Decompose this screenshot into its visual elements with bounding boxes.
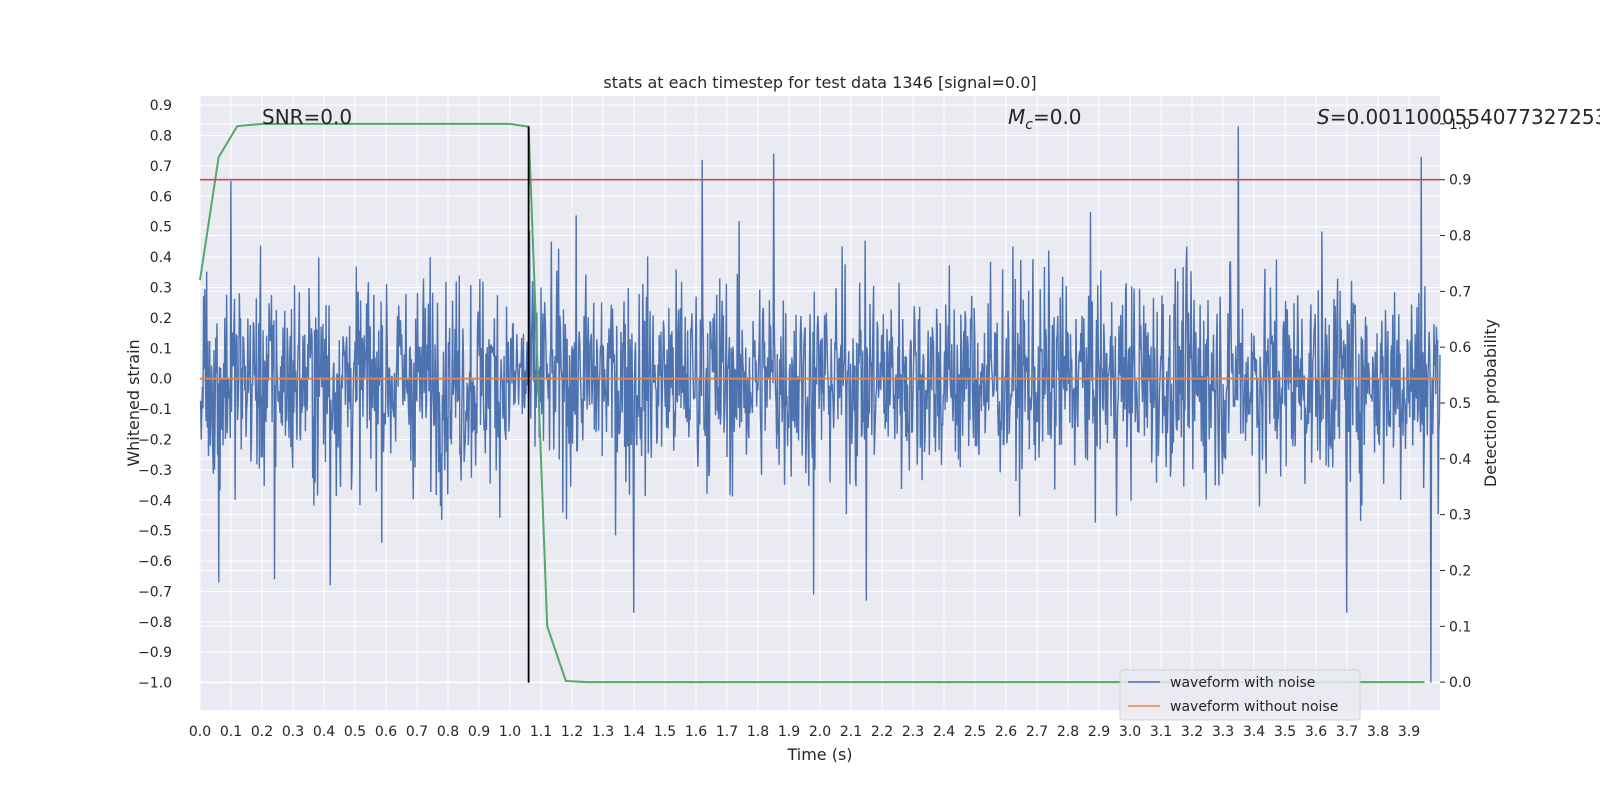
x-tick-label: 1.6: [685, 724, 707, 740]
annotation-snr: SNR=0.0: [262, 105, 352, 129]
y2-tick-label: 1.0: [1449, 117, 1471, 133]
x-tick-label: 1.3: [592, 724, 614, 740]
x-tick-label: 1.9: [778, 724, 800, 740]
x-axis-label: Time (s): [786, 745, 852, 764]
y-tick-label: 0.6: [150, 189, 172, 205]
x-tick-label: 1.1: [530, 724, 552, 740]
x-tick-label: 0.3: [282, 724, 304, 740]
y2-tick-label: 0.6: [1449, 340, 1471, 356]
x-tick-label: 0.2: [251, 724, 273, 740]
overlay-lines: [200, 126, 1440, 683]
y2-tick-label: 0.1: [1449, 619, 1471, 635]
x-tick-label: 3.4: [1243, 724, 1265, 740]
legend-label-noise: waveform with noise: [1170, 675, 1315, 691]
legend: waveform with noise waveform without noi…: [1119, 669, 1361, 721]
x-tick-label: 1.4: [623, 724, 645, 740]
y2-axis-ticks: 1.0 0.9 0.8 0.7 0.6 0.5 0.4 0.3 0.2 0.1 0.0: [1440, 117, 1471, 691]
y2-tick-label: 0.5: [1449, 396, 1471, 412]
x-tick-label: 1.7: [716, 724, 738, 740]
chart-title: stats at each timestep for test data 134…: [603, 73, 1036, 92]
x-tick-label: 2.7: [1026, 724, 1048, 740]
legend-label-clean: waveform without noise: [1170, 699, 1338, 715]
y2-tick-label: 0.2: [1449, 563, 1471, 579]
y2-tick-label: 0.9: [1449, 173, 1471, 189]
x-tick-label: 2.2: [871, 724, 893, 740]
x-tick-label: 3.7: [1336, 724, 1358, 740]
x-tick-label: 3.8: [1367, 724, 1389, 740]
legend-box: [1119, 669, 1361, 721]
x-tick-label: 2.4: [933, 724, 955, 740]
y-tick-label: 0.5: [150, 220, 172, 236]
y2-tick-label: 0.4: [1449, 452, 1471, 468]
x-tick-label: 2.6: [995, 724, 1017, 740]
series-waveform-with-noise: [199, 126, 1441, 683]
x-tick-label: 0.8: [437, 724, 459, 740]
x-tick-label: 0.5: [344, 724, 366, 740]
y-tick-label: −0.5: [138, 524, 172, 540]
x-tick-label: 0.1: [220, 724, 242, 740]
x-axis-ticks: 0.0 0.1 0.2 0.3 0.4 0.5 0.6 0.7 0.8 0.9 1.0 1.1 1.2 1…: [189, 724, 1420, 740]
y-tick-label: −0.9: [138, 645, 172, 661]
y-tick-label: −1.0: [138, 676, 172, 692]
y-tick-label: −0.4: [138, 493, 172, 509]
x-tick-label: 2.8: [1057, 724, 1079, 740]
x-tick-label: 3.0: [1119, 724, 1141, 740]
x-tick-label: 0.7: [406, 724, 428, 740]
x-tick-label: 2.9: [1088, 724, 1110, 740]
x-tick-label: 0.4: [313, 724, 335, 740]
y-axis-label: Whitened strain: [124, 339, 143, 466]
x-tick-label: 3.3: [1212, 724, 1234, 740]
y-tick-label: 0.0: [150, 372, 172, 388]
y-tick-label: 0.4: [150, 250, 172, 266]
y-tick-label: −0.6: [138, 554, 172, 570]
y2-tick-label: 0.0: [1449, 675, 1471, 691]
x-tick-label: 1.8: [747, 724, 769, 740]
y-axis-ticks: 0.9 0.8 0.7 0.6 0.5 0.4 0.3 0.2 0.1 0.0 −0.1 −0.2 −0…: [138, 98, 172, 692]
x-tick-label: 3.1: [1150, 724, 1172, 740]
y-tick-label: −0.3: [138, 463, 172, 479]
x-tick-label: 2.0: [809, 724, 831, 740]
x-tick-label: 1.2: [561, 724, 583, 740]
y-tick-label: −0.2: [138, 432, 172, 448]
y-tick-label: −0.8: [138, 615, 172, 631]
annotation-chirp-mass: Mc=0.0: [1008, 105, 1082, 133]
x-tick-label: 3.2: [1181, 724, 1203, 740]
x-tick-label: 3.5: [1274, 724, 1296, 740]
x-tick-label: 2.3: [902, 724, 924, 740]
y2-tick-label: 0.3: [1449, 508, 1471, 524]
y-tick-label: −0.1: [138, 402, 172, 418]
series-line-waveform-with-noise: [199, 126, 1441, 683]
y2-tick-label: 0.8: [1449, 229, 1471, 245]
grid: [199, 96, 1440, 710]
y2-axis-label: Detection probability: [1481, 319, 1500, 487]
x-tick-label: 2.1: [840, 724, 862, 740]
x-tick-label: 0.6: [375, 724, 397, 740]
y-tick-label: −0.7: [138, 584, 172, 600]
x-tick-label: 2.5: [964, 724, 986, 740]
y-tick-label: 0.8: [150, 129, 172, 145]
y-tick-label: 0.7: [150, 159, 172, 175]
annotation-s: S=0.0011000554077327253: [1317, 105, 1600, 129]
y-tick-label: 0.9: [150, 98, 172, 114]
y2-tick-label: 0.7: [1449, 284, 1471, 300]
y-tick-label: 0.3: [150, 280, 172, 296]
y-tick-label: 0.2: [150, 311, 172, 327]
y-tick-label: 0.1: [150, 341, 172, 357]
x-tick-label: 0.0: [189, 724, 211, 740]
x-tick-label: 3.6: [1305, 724, 1327, 740]
x-tick-label: 3.9: [1398, 724, 1420, 740]
x-tick-label: 1.0: [499, 724, 521, 740]
x-tick-label: 1.5: [654, 724, 676, 740]
x-tick-label: 0.9: [468, 724, 490, 740]
